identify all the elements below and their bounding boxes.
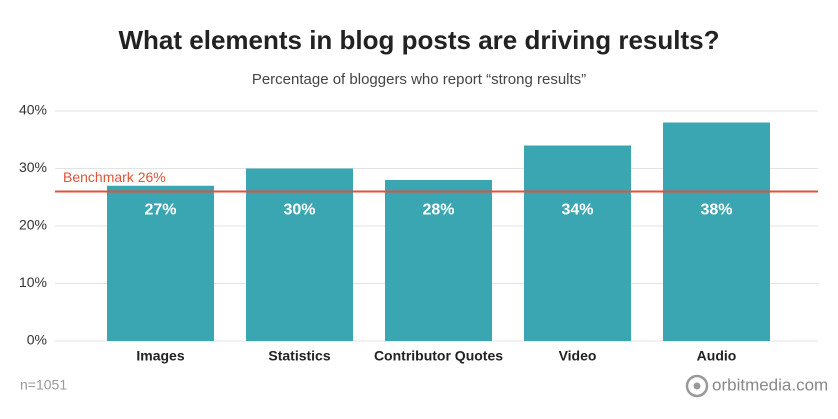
bar — [246, 168, 353, 341]
y-tick-label: 30% — [19, 159, 47, 175]
x-tick-label: Statistics — [268, 348, 330, 364]
bar — [385, 180, 492, 341]
x-tick-label: Video — [559, 348, 597, 364]
sample-note: n=1051 — [20, 377, 67, 393]
source: orbitmedia.com — [712, 375, 828, 394]
logo-dot — [693, 382, 701, 390]
x-tick-label: Images — [136, 348, 184, 364]
bar — [663, 122, 770, 341]
benchmark-label: Benchmark 26% — [63, 169, 166, 185]
value-label: 28% — [422, 202, 454, 219]
x-tick-label: Audio — [697, 348, 737, 364]
chart-subtitle: Percentage of bloggers who report “stron… — [252, 71, 586, 88]
x-tick-label: Contributor Quotes — [374, 348, 503, 364]
y-tick-label: 40% — [19, 102, 47, 118]
value-label: 30% — [283, 202, 315, 219]
y-tick-label: 10% — [19, 274, 47, 290]
value-label: 38% — [700, 202, 732, 219]
logo-icon — [685, 374, 709, 398]
value-label: 34% — [561, 202, 593, 219]
bar — [524, 145, 631, 341]
y-tick-label: 20% — [19, 217, 47, 233]
value-label: 27% — [144, 202, 176, 219]
chart-title: What elements in blog posts are driving … — [119, 25, 720, 55]
bar — [107, 185, 214, 341]
y-tick-label: 0% — [27, 332, 47, 348]
